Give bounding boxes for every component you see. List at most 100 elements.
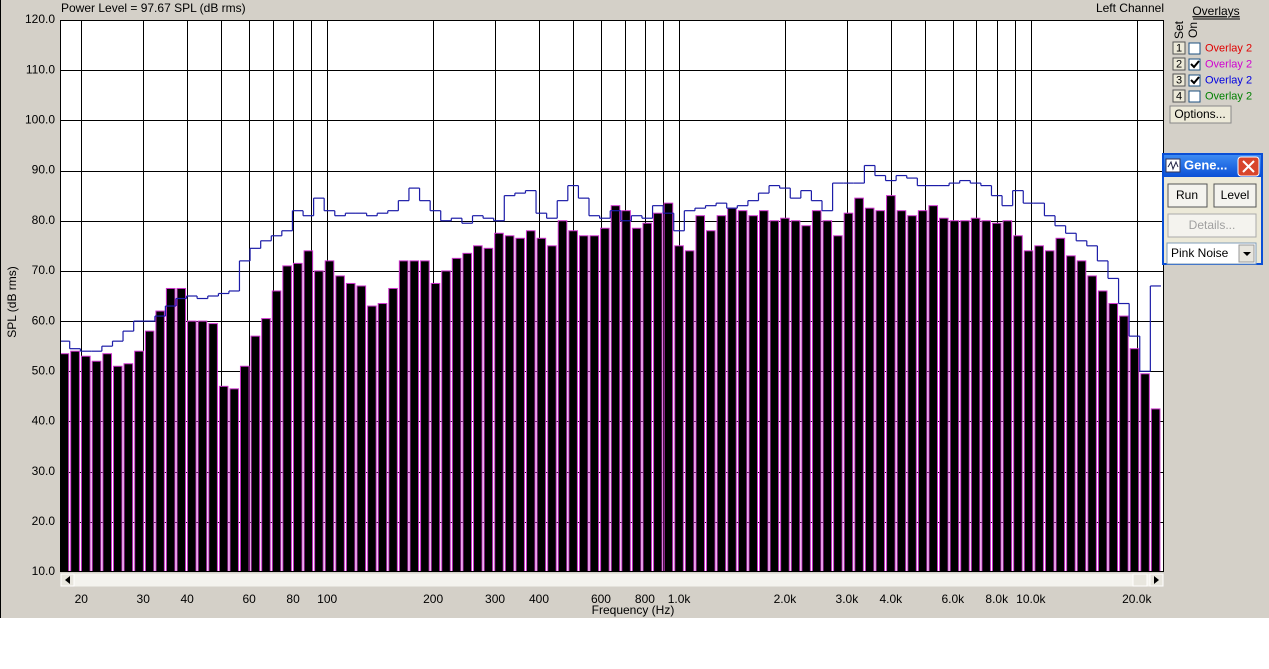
x-tick-label: 20.0k [1122, 592, 1152, 606]
level-button[interactable] [1213, 183, 1257, 208]
bar [600, 227, 610, 572]
bar [610, 205, 621, 572]
bar [1044, 250, 1055, 572]
bar [1076, 260, 1087, 572]
x-tick-label: 400 [529, 592, 549, 606]
y-tick-label: 20.0 [32, 514, 56, 528]
y-tick-label: 120.0 [25, 12, 55, 26]
y-tick-label: 50.0 [32, 363, 56, 377]
x-tick-label: 40 [181, 592, 195, 606]
x-tick-label: 30 [137, 592, 151, 606]
overlay-checkbox[interactable] [1188, 74, 1201, 87]
bar [504, 235, 515, 572]
bar [568, 230, 578, 572]
scrollbar-track[interactable] [59, 572, 1165, 588]
bar [80, 355, 91, 572]
x-tick-label: 2.0k [774, 592, 798, 606]
y-tick-label: 80.0 [32, 213, 56, 227]
x-axis-title: Frequency (Hz) [592, 603, 675, 617]
bar [1034, 245, 1044, 572]
bar [398, 260, 409, 572]
bar [1066, 255, 1076, 572]
scroll-thumb[interactable] [1132, 573, 1148, 587]
details-button-label: Details... [1189, 218, 1236, 232]
set-button[interactable] [1172, 57, 1186, 71]
bar [822, 220, 833, 572]
bar [176, 287, 187, 572]
set-header: Set [1172, 20, 1186, 39]
bar [780, 217, 790, 572]
x-tick-label: 8.0k [985, 592, 1009, 606]
bar [758, 210, 769, 572]
x-tick-label: 3.0k [836, 592, 860, 606]
bar [303, 250, 314, 572]
bar [663, 202, 674, 572]
bar [451, 257, 462, 572]
bar [239, 365, 250, 572]
bar [515, 237, 525, 572]
bar [1055, 237, 1066, 572]
set-button[interactable] [1172, 89, 1186, 103]
bar [70, 350, 80, 572]
bar [907, 215, 917, 572]
bar [1002, 220, 1013, 572]
overlay-checkbox[interactable] [1188, 58, 1201, 71]
bar [123, 363, 134, 572]
bar [335, 275, 345, 572]
y-tick-label: 70.0 [32, 263, 56, 277]
signal-dropdown[interactable] [1166, 242, 1257, 265]
bar [674, 245, 684, 572]
y-tick-label: 40.0 [32, 414, 56, 428]
bar [790, 220, 801, 572]
bar [134, 350, 144, 572]
x-tick-label: 4.0k [880, 592, 904, 606]
run-button[interactable] [1167, 183, 1208, 208]
overlay-label: Overlay 2 [1205, 74, 1252, 86]
bar [1087, 275, 1097, 572]
check-mark [1190, 60, 1200, 69]
bar [102, 353, 113, 572]
bar [547, 245, 557, 572]
set-button[interactable] [1172, 73, 1186, 87]
x-tick-label: 100 [317, 592, 337, 606]
check-mark [1190, 76, 1200, 85]
y-axis-title: SPL (dB rms) [5, 266, 19, 338]
x-tick-label: 60 [242, 592, 256, 606]
set-number: 2 [1176, 58, 1182, 70]
bar [261, 318, 271, 572]
bar [653, 212, 663, 572]
bar [324, 260, 335, 572]
plot-border [60, 20, 1164, 572]
bar [1140, 373, 1150, 572]
options-button[interactable] [1169, 105, 1232, 124]
bar [1013, 235, 1023, 572]
bar [229, 388, 239, 572]
bar [282, 265, 292, 572]
bar [864, 207, 875, 572]
bar [536, 237, 547, 572]
bar [1119, 315, 1129, 572]
x-tick-label: 200 [423, 592, 443, 606]
bar [187, 320, 197, 572]
bar [144, 330, 155, 572]
bar [939, 217, 949, 572]
overlay-checkbox[interactable] [1188, 42, 1201, 55]
generator-icon-wave [1167, 160, 1179, 171]
overlay-checkbox[interactable] [1188, 90, 1201, 103]
dropdown-arrow [1243, 252, 1251, 256]
y-tick-label: 90.0 [32, 163, 56, 177]
bar [886, 195, 896, 572]
x-tick-label: 6.0k [941, 592, 965, 606]
run-button-label: Run [1176, 188, 1198, 202]
bar [769, 220, 780, 572]
bar [208, 323, 218, 572]
bar [970, 217, 981, 572]
set-button[interactable] [1172, 41, 1186, 55]
bar [854, 197, 864, 572]
bar [494, 232, 504, 572]
generator-titlebar[interactable] [1164, 155, 1261, 177]
overlay-list: 1 Overlay 2 2 Overlay 2 3 Overlay 2 4 Overlay 2 [1172, 41, 1252, 103]
bar [642, 222, 653, 572]
overlays-title: Overlays [1192, 4, 1239, 18]
